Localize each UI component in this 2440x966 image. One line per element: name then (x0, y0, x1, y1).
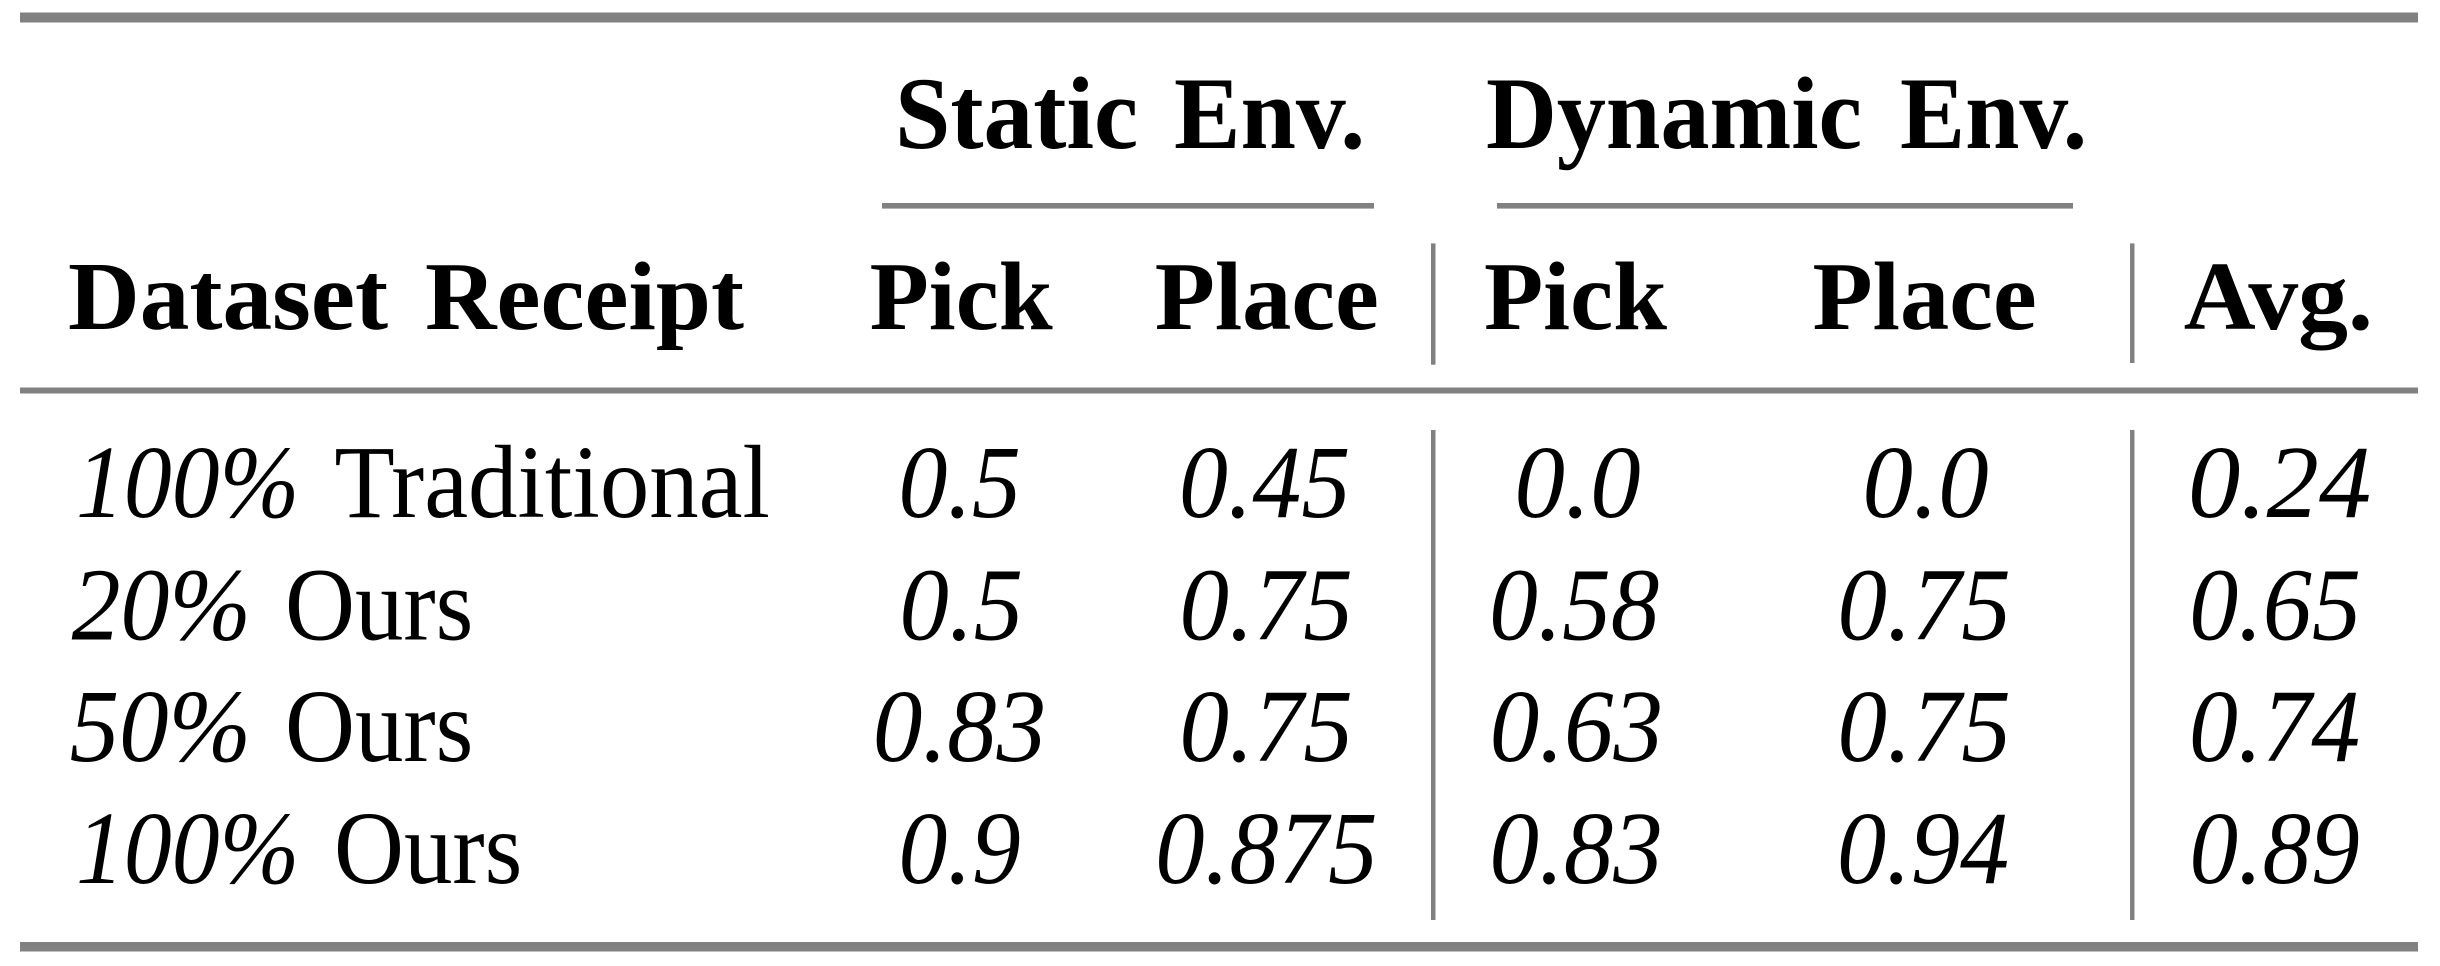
svg-text:20%: 20% (72, 548, 251, 663)
svg-text:Env.: Env. (1174, 57, 1365, 171)
svg-text:Pick: Pick (1484, 243, 1667, 351)
svg-text:Ours: Ours (285, 548, 473, 663)
svg-text:0.94: 0.94 (1837, 791, 2009, 906)
svg-text:0.75: 0.75 (1180, 669, 1353, 784)
svg-text:0.875: 0.875 (1155, 791, 1377, 906)
svg-text:Ours: Ours (285, 669, 473, 784)
svg-text:100%: 100% (76, 791, 299, 906)
svg-text:Ours: Ours (334, 791, 522, 906)
svg-text:Pick: Pick (870, 243, 1053, 351)
svg-text:0.75: 0.75 (1838, 548, 2011, 663)
svg-text:0.74: 0.74 (2189, 669, 2360, 784)
svg-text:Dynamic: Dynamic (1486, 57, 1862, 171)
svg-text:0.24: 0.24 (2188, 425, 2371, 540)
svg-text:0.5: 0.5 (900, 548, 1023, 663)
svg-text:Receipt: Receipt (425, 243, 744, 351)
svg-text:Place: Place (1813, 243, 2037, 351)
svg-text:0.83: 0.83 (873, 669, 1046, 784)
svg-text:0.75: 0.75 (1180, 548, 1353, 663)
svg-text:Dataset: Dataset (68, 243, 388, 351)
svg-text:0.9: 0.9 (899, 791, 1021, 906)
svg-text:0.0: 0.0 (1515, 425, 1641, 540)
svg-text:Env.: Env. (1900, 57, 2087, 171)
svg-text:Place: Place (1155, 243, 1379, 351)
svg-text:0.0: 0.0 (1863, 425, 1989, 540)
svg-text:Avg.: Avg. (2184, 243, 2373, 351)
svg-text:0.58: 0.58 (1489, 548, 1659, 663)
svg-text:0.63: 0.63 (1490, 669, 1663, 784)
svg-text:100%: 100% (76, 425, 299, 540)
svg-text:0.45: 0.45 (1179, 425, 1350, 540)
svg-text:50%: 50% (70, 669, 252, 784)
svg-text:0.89: 0.89 (2190, 791, 2360, 906)
svg-text:0.5: 0.5 (898, 425, 1020, 540)
svg-text:0.83: 0.83 (1490, 791, 1663, 906)
svg-text:Traditional: Traditional (334, 425, 770, 540)
svg-text:0.75: 0.75 (1838, 669, 2011, 784)
svg-text:0.65: 0.65 (2189, 548, 2361, 663)
svg-text:Static: Static (895, 57, 1138, 171)
